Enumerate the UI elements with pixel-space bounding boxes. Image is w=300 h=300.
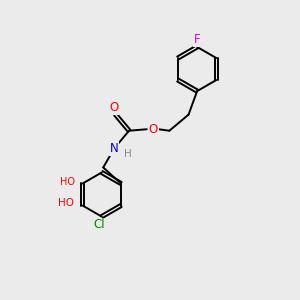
Text: F: F bbox=[194, 33, 200, 46]
Text: H: H bbox=[124, 148, 131, 159]
Text: Cl: Cl bbox=[94, 218, 105, 231]
Text: O: O bbox=[109, 101, 119, 115]
Text: N: N bbox=[110, 142, 119, 155]
Text: HO: HO bbox=[58, 198, 74, 208]
Text: HO: HO bbox=[60, 177, 75, 187]
Text: O: O bbox=[148, 123, 158, 136]
